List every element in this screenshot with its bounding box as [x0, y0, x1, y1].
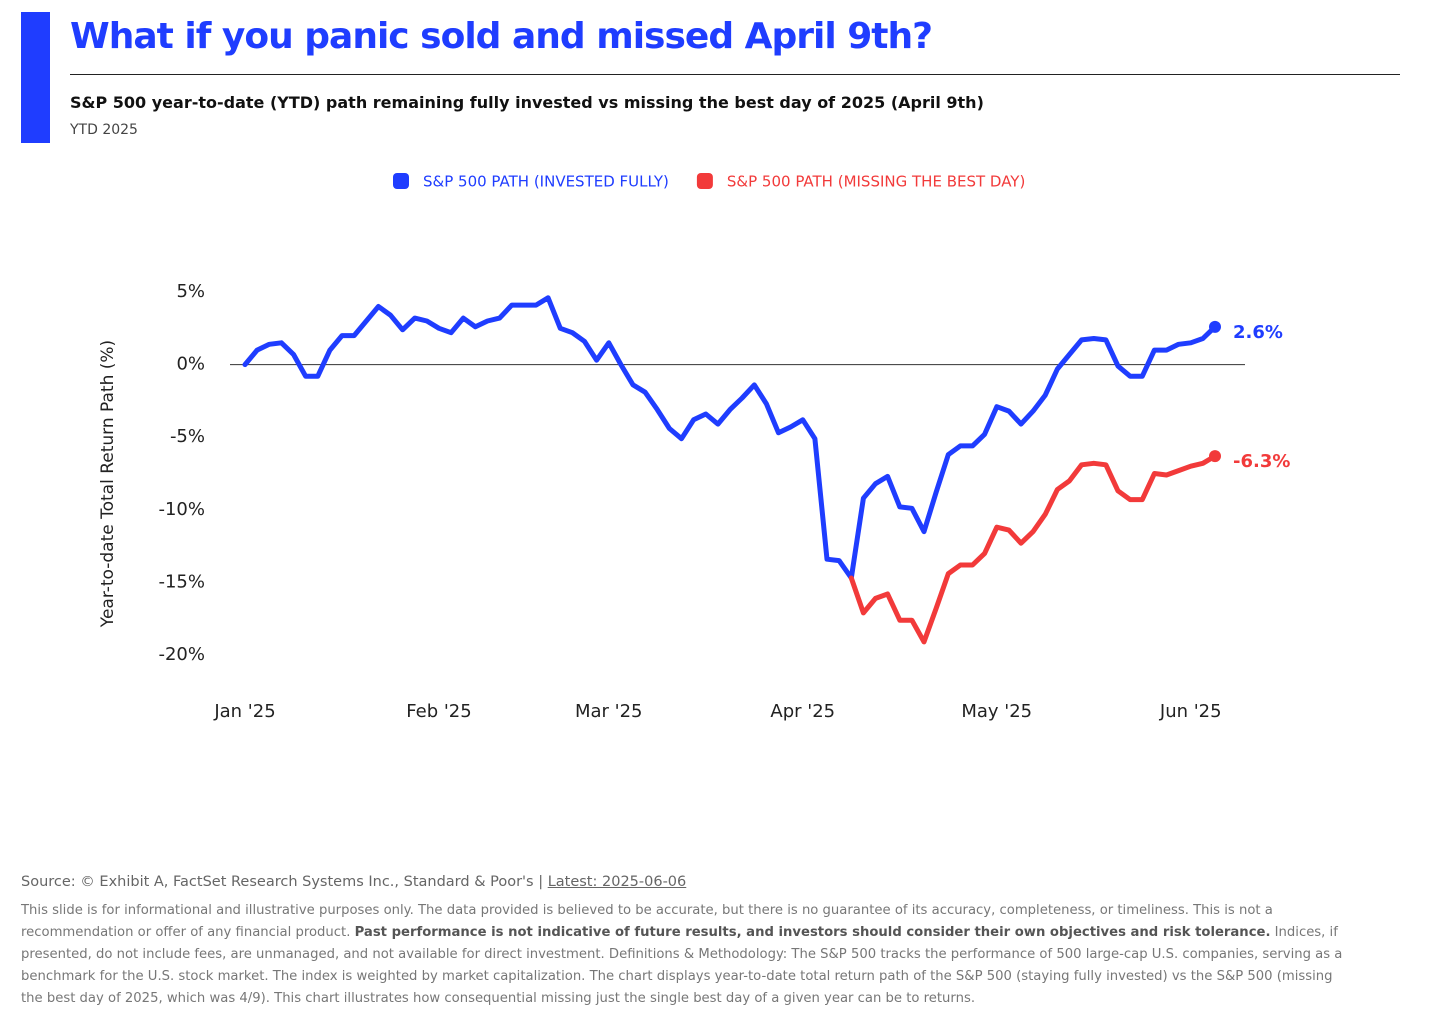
disclaimer-bold: Past performance is not indicative of fu… [354, 925, 1271, 940]
disclaimer: This slide is for informational and illu… [21, 900, 1351, 1010]
legend-label: S&P 500 PATH (MISSING THE BEST DAY) [727, 173, 1025, 191]
y-tick-label: 0% [176, 354, 205, 375]
y-tick-label: 5% [176, 281, 205, 302]
x-tick-label: Feb '25 [406, 701, 471, 722]
x-tick-label: May '25 [961, 701, 1032, 722]
x-tick-label: Mar '25 [575, 701, 643, 722]
y-tick-label: -10% [158, 499, 205, 520]
y-tick-label: -15% [158, 571, 205, 592]
legend-label: S&P 500 PATH (INVESTED FULLY) [423, 173, 669, 191]
source: Source: © Exhibit A, FactSet Research Sy… [21, 874, 686, 890]
x-tick-label: Jun '25 [1159, 701, 1222, 722]
y-tick-label: -5% [170, 426, 205, 447]
disclaimer-text: Indices, if presented, do not include fe… [21, 925, 1343, 1006]
source-text: Source: © Exhibit A, FactSet Research Sy… [21, 874, 548, 890]
series-line [242, 295, 1218, 581]
end-point [1209, 450, 1221, 463]
end-point [1209, 320, 1221, 333]
title: What if you panic sold and missed April … [70, 16, 933, 57]
subtitle: S&P 500 year-to-date (YTD) path remainin… [70, 93, 984, 112]
series-line [848, 453, 1218, 645]
value-label: -6.3% [1233, 451, 1290, 472]
y-tick-label: -20% [158, 644, 205, 665]
accent-bar [21, 12, 50, 143]
disclaimer-text: This slide is for informational and illu… [21, 903, 1273, 940]
chart: Year-to-date Total Return Path (%) 5% 0% -5… [98, 173, 1290, 723]
x-tick-label: Apr '25 [770, 701, 835, 722]
value-label: 2.6% [1233, 322, 1283, 343]
legend-marker [393, 173, 409, 189]
legend-marker [696, 173, 713, 189]
latest-link[interactable]: Latest: 2025-06-06 [547, 874, 687, 890]
y-axis-label: Year-to-date Total Return Path (%) [98, 340, 118, 628]
title-rule [70, 74, 1400, 75]
x-tick-label: Jan '25 [213, 701, 275, 722]
period: YTD 2025 [70, 122, 138, 138]
